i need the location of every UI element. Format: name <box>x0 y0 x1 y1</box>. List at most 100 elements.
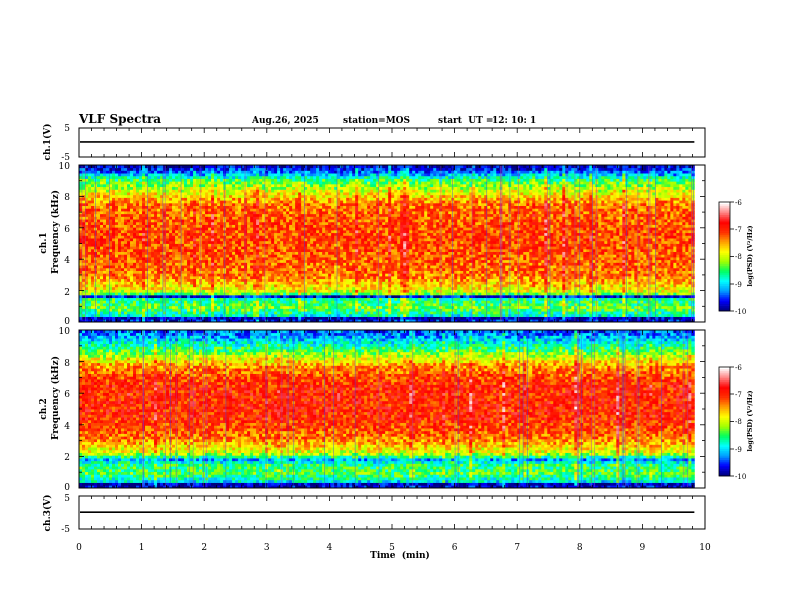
ch1-spectrogram-cell <box>130 181 133 184</box>
ch1-spectrogram-cell <box>175 181 178 184</box>
ch1-spectrogram-cell <box>163 279 166 282</box>
ch1-spectrogram-cell <box>163 227 166 230</box>
ch1-spectrogram-cell <box>175 195 178 198</box>
ch1-spectrogram-cell <box>151 298 154 301</box>
ch1-spectrogram-cell <box>130 260 133 263</box>
ch1-spectrogram-cell <box>127 203 130 206</box>
ch1-spectrogram-cell <box>157 260 160 263</box>
ch1-spectrogram-cell <box>154 284 157 287</box>
ch1-spectrogram-cell <box>100 206 103 209</box>
ch1-spectrogram-cell <box>100 295 103 298</box>
ch1-spectrogram-cell <box>166 227 169 230</box>
ch1-spectrogram-cell <box>181 189 184 192</box>
ch1-spectrogram-cell <box>184 230 187 233</box>
ch1-spectrogram-cell <box>106 241 109 244</box>
ch1-spectrogram-cell <box>115 184 118 187</box>
ch1-spectrogram-cell <box>154 219 157 222</box>
ch1-spectrogram-cell <box>184 306 187 309</box>
ch1-spectrogram-cell <box>103 273 106 276</box>
ch1-spectrogram-cell <box>91 233 94 236</box>
ch1-spectrogram-cell <box>97 181 100 184</box>
ch1-spectrogram-cell <box>112 306 115 309</box>
ch1-spectrogram-cell <box>139 284 142 287</box>
ch1-spectrogram-cell <box>88 292 91 295</box>
ch1-spectrogram-cell <box>91 181 94 184</box>
ch1-spectrogram-cell <box>97 268 100 271</box>
ch1-spectrogram-cell <box>124 241 127 244</box>
ch1-spectrogram-cell <box>172 187 175 190</box>
ch1-spectrogram-cell <box>88 276 91 279</box>
ch1-spectrogram-cell <box>88 308 91 311</box>
ch1-spectrogram-cell <box>133 271 136 274</box>
ch1-spectrogram-cell <box>88 260 91 263</box>
ch1-spectrogram-cell <box>103 287 106 290</box>
ch1-spectrogram-cell <box>112 279 115 282</box>
ch1-spectrogram-cell <box>82 176 85 179</box>
ch1-spectrogram-cell <box>181 181 184 184</box>
ch1-spectrogram-cell <box>91 219 94 222</box>
ch1-spectrogram-cell <box>154 187 157 190</box>
ch1-spectrogram-cell <box>124 184 127 187</box>
ch1-spectrogram-cell <box>157 176 160 179</box>
ch1-spectrogram-cell <box>115 168 118 171</box>
ch1-spectrogram-cell <box>103 238 106 241</box>
ch1-spectrogram-cell <box>142 317 145 320</box>
ch1-spectrogram-cell <box>142 176 145 179</box>
ch1-spectrogram-cell <box>82 276 85 279</box>
ch1-spectrogram-cell <box>118 211 121 214</box>
ch1-spectrogram-cell <box>100 303 103 306</box>
ch1-spectrogram-cell <box>127 238 130 241</box>
ch1-spectrogram-cell <box>151 284 154 287</box>
ch1-spectrogram-cell <box>127 311 130 314</box>
ch1-spectrogram-cell <box>148 192 151 195</box>
ch1-spectrogram-cell <box>157 306 160 309</box>
ch1-spectrogram-cell <box>175 184 178 187</box>
ch1-spectrogram-cell <box>190 303 193 306</box>
ch1-spectrogram-cell <box>148 206 151 209</box>
ch1-spectrogram-cell <box>157 197 160 200</box>
ch1-spectrogram-cell <box>136 303 139 306</box>
ch1-spectrogram-cell <box>136 292 139 295</box>
ch1-spectrogram-cell <box>100 233 103 236</box>
ch1-spectrogram-cell <box>139 238 142 241</box>
ch1-spectrogram-cell <box>118 173 121 176</box>
ch1-spectrogram-cell <box>172 225 175 228</box>
ch1-spectrogram-cell <box>97 238 100 241</box>
ch1-spectrogram-cell <box>184 214 187 217</box>
ch1-spectrogram-cell <box>148 262 151 265</box>
ch1-spectrogram-cell <box>103 200 106 203</box>
ch1-spectrogram-cell <box>139 290 142 293</box>
ch1-spectrogram-cell <box>103 257 106 260</box>
ch1-spectrogram-cell <box>169 317 172 320</box>
ch1-spectrogram-cell <box>133 225 136 228</box>
ch1-spectrogram-cell <box>127 235 130 238</box>
ch1-spectrogram-cell <box>112 268 115 271</box>
ch1-spectrogram-cell <box>106 189 109 192</box>
ch1-spectrogram-cell <box>115 203 118 206</box>
ch1-spectrogram-cell <box>181 246 184 249</box>
ch1-spectrogram-cell <box>169 197 172 200</box>
ch1-spectrogram-cell <box>130 219 133 222</box>
ch1-spectrogram-cell <box>106 300 109 303</box>
ch1-spectrogram-cell <box>130 184 133 187</box>
ch1-spectrogram-cell <box>103 281 106 284</box>
ch1-spectrogram-cell <box>157 281 160 284</box>
ch1-spectrogram-cell <box>118 300 121 303</box>
ch1-spectrogram-cell <box>124 306 127 309</box>
ch1-spectrogram-cell <box>142 314 145 317</box>
ch1-spectrogram-cell <box>172 241 175 244</box>
ch1-spectrogram-cell <box>139 225 142 228</box>
ch1-spectrogram-cell <box>130 176 133 179</box>
ch1-spectrogram-cell <box>187 219 190 222</box>
ch1-spectrogram-cell <box>121 235 124 238</box>
ch1-spectrogram-cell <box>163 208 166 211</box>
ch1-spectrogram-cell <box>166 211 169 214</box>
ch1-spectrogram-cell <box>157 238 160 241</box>
ch1-spectrogram-cell <box>151 244 154 247</box>
ch1-spectrogram-cell <box>139 184 142 187</box>
ch1-spectrogram-cell <box>133 265 136 268</box>
ch1-spectrogram-cell <box>151 181 154 184</box>
ch1-spectrogram-cell <box>169 206 172 209</box>
ch1-spectrogram-cell <box>184 181 187 184</box>
ch1-spectrogram-cell <box>88 290 91 293</box>
